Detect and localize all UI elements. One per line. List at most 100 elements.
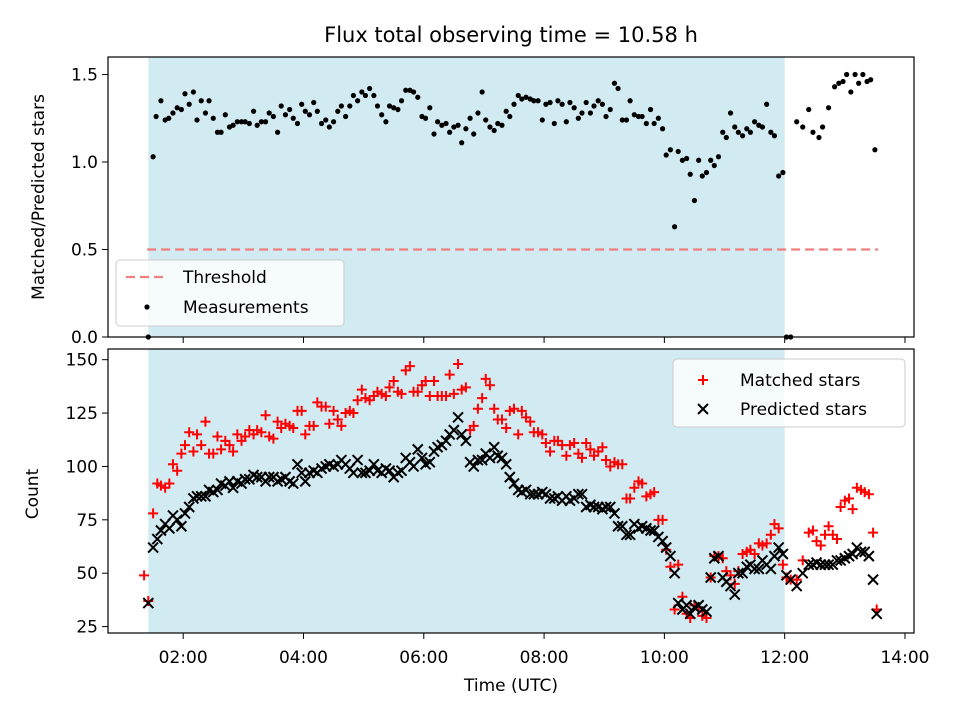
predicted-star-marker [732, 567, 745, 579]
matched-star-marker [348, 408, 359, 419]
legend-predicted-label: Predicted stars [740, 400, 867, 420]
measurement-point [800, 124, 806, 130]
legend-measurements-label: Measurements [183, 298, 309, 318]
measurement-point [794, 119, 800, 125]
matched-star-marker [167, 459, 178, 470]
predicted-star-marker [383, 465, 396, 477]
top-legend: Threshold Measurements [115, 259, 345, 327]
matched-star-marker [657, 514, 668, 525]
predicted-star-marker [291, 458, 304, 471]
measurement-point [290, 115, 296, 121]
measurement-point [311, 99, 317, 106]
matched-star-marker [308, 420, 319, 431]
chart-title: Flux total observing time = 10.58 h [324, 23, 698, 47]
matched-star-marker [484, 380, 495, 391]
matched-star-marker [352, 395, 363, 406]
predicted-star-marker [175, 520, 188, 532]
predicted-star-marker [199, 490, 212, 503]
measurement-point [338, 103, 344, 109]
measurement-point [844, 71, 850, 78]
matched-star-marker [412, 386, 423, 397]
matched-star-marker [256, 427, 267, 438]
top-legend-box [115, 259, 345, 327]
matched-star-marker [847, 504, 858, 515]
matched-star-marker [224, 440, 235, 451]
matched-star-marker [139, 570, 150, 581]
matched-star-marker [268, 433, 279, 444]
predicted-star-marker [604, 501, 616, 513]
measurement-point [752, 119, 758, 125]
measurement-point [739, 133, 746, 139]
measurement-point [836, 80, 842, 86]
matched-star-marker [336, 420, 347, 431]
predicted-star-marker [870, 608, 883, 620]
measurement-point [696, 157, 702, 163]
predicted-star-marker [155, 524, 167, 537]
predicted-star-marker [263, 471, 275, 483]
measurement-point [198, 98, 204, 104]
matched-star-marker [272, 416, 283, 427]
predicted-star-marker [395, 465, 408, 477]
predicted-star-marker [351, 454, 364, 466]
measurement-point [166, 115, 172, 121]
matched-star-marker [212, 431, 223, 442]
matched-star-marker [480, 373, 491, 384]
matched-star-marker [868, 527, 879, 538]
matched-star-marker [637, 478, 648, 489]
x-tick-label: 12:00 [760, 648, 809, 668]
matched-star-marker [815, 540, 826, 551]
matched-star-marker [441, 390, 452, 401]
measurement-point [507, 113, 513, 120]
measurement-point [306, 112, 313, 118]
predicted-star-marker [299, 475, 311, 488]
measurement-point [523, 94, 529, 100]
measurement-point [651, 120, 657, 127]
predicted-star-marker [500, 458, 512, 471]
predicted-star-marker [664, 550, 677, 562]
measurement-point [759, 124, 766, 130]
measurement-point [410, 89, 417, 95]
measurement-point [479, 89, 485, 95]
measurement-point [571, 105, 577, 111]
measurement-point [374, 103, 381, 109]
measurement-point [491, 127, 497, 134]
predicted-star-marker [656, 535, 669, 547]
predicted-star-marker [846, 548, 859, 560]
measurement-point [675, 148, 681, 155]
matched-star-marker [561, 450, 572, 461]
predicted-star-marker [768, 550, 781, 562]
matched-star-marker [260, 410, 271, 421]
measurement-point [210, 115, 216, 121]
matched-star-marker [176, 448, 187, 459]
measurement-point [723, 134, 729, 141]
matched-star-marker [844, 493, 855, 504]
predicted-star-marker [147, 541, 159, 554]
predicted-star-marker [624, 529, 636, 541]
measurement-point [174, 105, 180, 111]
measurement-point [342, 113, 349, 120]
measurement-point [595, 98, 601, 104]
measurement-point [727, 110, 734, 116]
matched-star-marker [545, 446, 556, 457]
bottom-y-tick-label: 150 [66, 351, 98, 371]
measurement-point [455, 122, 461, 128]
x-tick-label: 08:00 [520, 648, 569, 668]
matched-star-marker [320, 401, 331, 412]
predicted-star-marker [142, 597, 155, 609]
measurement-point [672, 224, 678, 230]
x-tick-label: 10:00 [640, 648, 689, 668]
matched-star-marker [396, 388, 407, 399]
matched-star-marker [765, 529, 776, 540]
predicted-star-marker [455, 428, 468, 441]
measurement-point [623, 117, 630, 123]
x-tick-label: 06:00 [399, 648, 448, 668]
measurement-point [703, 169, 710, 176]
top-y-tick-label: 1.5 [71, 66, 98, 86]
measurement-point [832, 84, 838, 90]
measurement-point [427, 105, 433, 111]
matched-star-marker [356, 384, 367, 395]
measurement-point [294, 120, 301, 127]
predicted-star-marker [648, 524, 660, 537]
matched-star-marker [288, 423, 299, 434]
matched-star-marker [673, 559, 684, 570]
